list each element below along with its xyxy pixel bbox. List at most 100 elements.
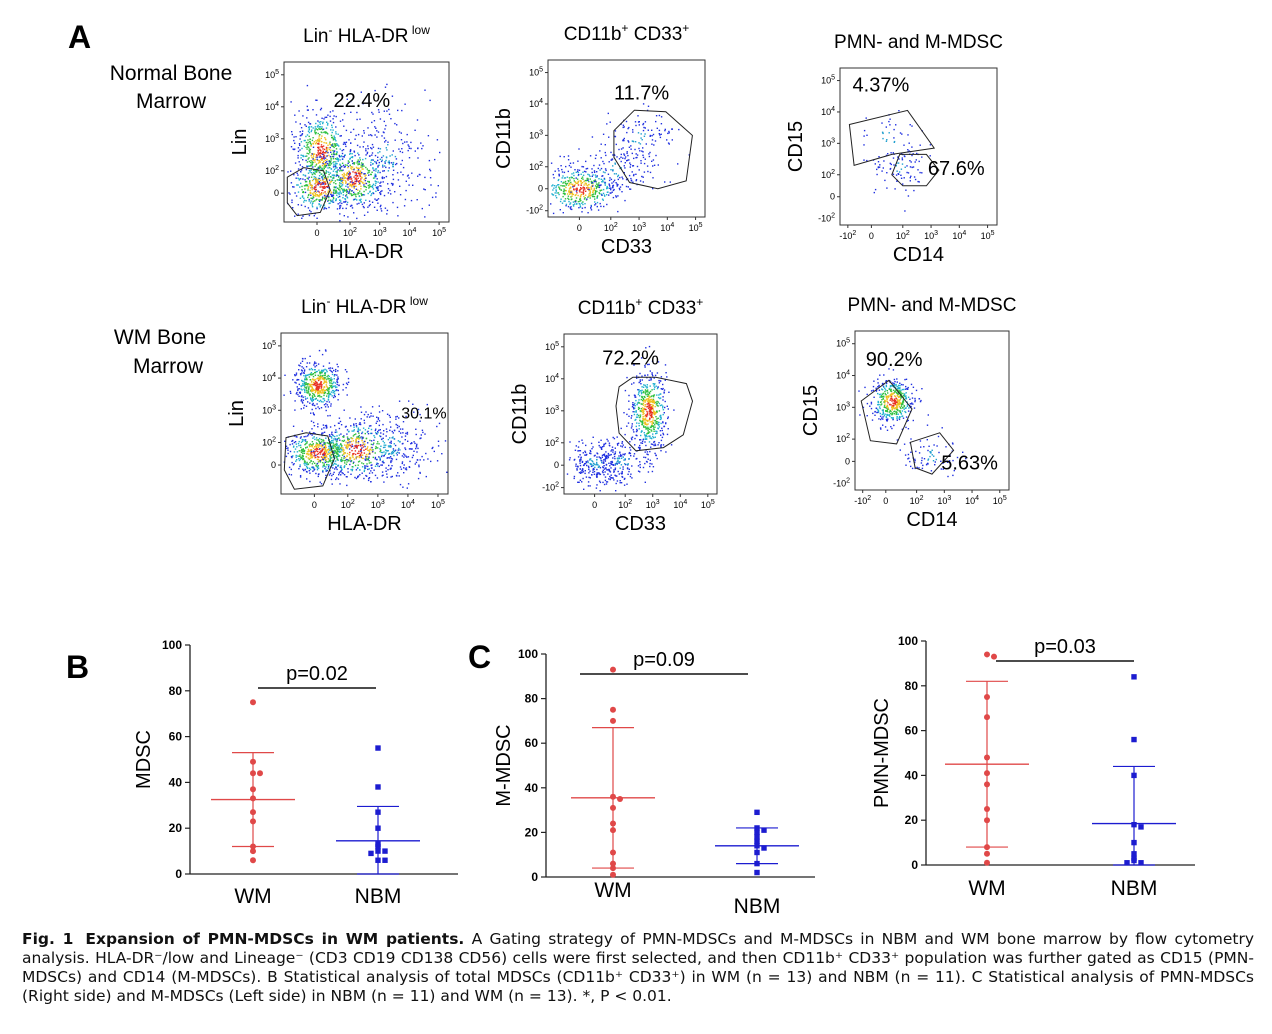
flow-event-dot: [354, 198, 357, 200]
flow-event-dot: [349, 451, 351, 454]
flow-event-dot: [649, 402, 651, 404]
flow-event-dot: [363, 469, 366, 471]
flow-event-dot: [357, 440, 360, 443]
flow-event-dot: [635, 179, 637, 182]
flow-event-dot: [384, 162, 386, 164]
flow-event-dot: [357, 133, 360, 136]
flow-event-dot: [314, 128, 316, 130]
flow-event-dot: [388, 160, 390, 162]
flow-event-dot: [311, 445, 313, 447]
flow-event-dot: [587, 173, 589, 176]
flow-event-dot: [318, 135, 320, 137]
flow-event-dot: [626, 376, 628, 379]
flow-event-dot: [346, 394, 348, 396]
flow-event-dot: [646, 451, 649, 453]
flow-event-dot: [595, 186, 598, 188]
flow-event-dot: [639, 143, 642, 145]
flow-event-dot: [320, 193, 323, 196]
flow-event-dot: [421, 429, 424, 431]
flow-event-dot: [896, 162, 898, 164]
flow-event-dot: [635, 124, 637, 127]
flow-event-dot: [371, 449, 373, 451]
flow-event-dot: [883, 160, 885, 162]
flow-event-dot: [643, 384, 645, 386]
flow-event-dot: [656, 404, 658, 407]
flow-event-dot: [631, 383, 633, 385]
flow-y-axis-label: CD15: [785, 121, 807, 172]
flow-event-dot: [309, 189, 311, 192]
flow-event-dot: [349, 463, 351, 466]
flow-event-dot: [389, 421, 391, 423]
flow-event-dot: [306, 446, 308, 448]
flow-event-dot: [392, 432, 394, 434]
flow-event-dot: [647, 400, 649, 402]
flow-event-dot: [317, 182, 319, 184]
flow-event-dot: [316, 462, 319, 465]
flow-event-dot: [635, 425, 637, 428]
flow-event-dot: [374, 452, 376, 454]
flow-event-dot: [904, 155, 906, 158]
flow-event-dot: [659, 134, 661, 136]
flow-event-dot: [421, 207, 423, 210]
flow-event-dot: [314, 391, 316, 394]
flow-event-dot: [324, 455, 326, 458]
flow-event-dot: [652, 383, 654, 385]
flow-event-dot: [654, 419, 656, 422]
flow-event-dot: [643, 135, 646, 137]
flow-event-dot: [312, 153, 314, 155]
flow-event-dot: [585, 460, 587, 463]
flow-event-dot: [401, 109, 403, 112]
flow-event-dot: [360, 445, 362, 447]
flow-event-dot: [322, 392, 324, 394]
flow-event-dot: [328, 164, 330, 166]
flow-event-dot: [342, 450, 344, 453]
flow-event-dot: [390, 445, 392, 447]
flow-event-dot: [671, 139, 673, 141]
flow-event-dot: [410, 141, 412, 144]
flow-event-dot: [335, 451, 338, 454]
flow-event-dot: [658, 426, 661, 428]
flow-event-dot: [372, 415, 374, 417]
flow-event-dot: [415, 461, 418, 464]
flow-event-dot: [335, 190, 337, 192]
flow-event-dot: [365, 166, 367, 169]
flow-event-dot: [343, 474, 346, 476]
flow-event-dot: [643, 408, 645, 410]
flow-event-dot: [412, 403, 414, 405]
flow-event-dot: [407, 440, 409, 442]
flow-event-dot: [318, 400, 321, 403]
flow-event-dot: [328, 160, 331, 163]
flow-event-dot: [301, 166, 304, 168]
flow-event-dot: [414, 129, 416, 131]
flow-event-dot: [598, 192, 600, 194]
flow-event-dot: [601, 456, 603, 458]
flow-event-dot: [336, 477, 338, 479]
flow-event-dot: [329, 120, 332, 122]
flow-event-dot: [572, 162, 575, 164]
flow-event-dot: [384, 453, 386, 455]
flow-event-dot: [314, 384, 316, 387]
flow-event-dot: [303, 199, 306, 201]
flow-event-dot: [631, 152, 633, 155]
flow-event-dot: [345, 382, 348, 384]
flow-event-dot: [304, 440, 307, 443]
flow-event-dot: [320, 192, 323, 194]
flow-event-dot: [316, 158, 318, 161]
flow-event-dot: [314, 446, 316, 448]
tick-exponent: 5: [699, 222, 703, 229]
flow-event-dot: [385, 156, 388, 158]
flow-event-dot: [564, 200, 566, 202]
flow-event-dot: [316, 155, 318, 157]
flow-event-dot: [647, 412, 649, 414]
flow-event-dot: [584, 451, 587, 454]
flow-event-dot: [640, 408, 642, 410]
flow-event-dot: [399, 185, 401, 187]
flow-event-dot: [334, 386, 337, 389]
flow-event-dot: [316, 156, 318, 159]
flow-event-dot: [353, 212, 355, 214]
flow-event-dot: [302, 155, 305, 158]
flow-event-dot: [312, 389, 314, 392]
flow-event-dot: [302, 448, 304, 451]
flow-event-dot: [357, 177, 359, 179]
flow-event-dot: [325, 474, 327, 477]
